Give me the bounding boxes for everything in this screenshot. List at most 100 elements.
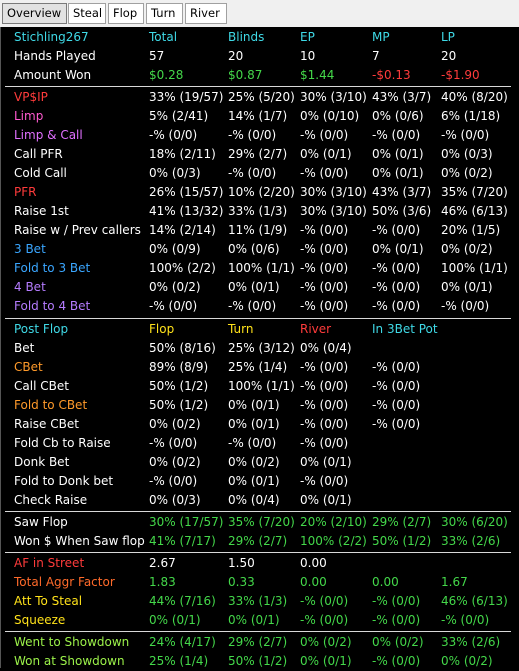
stat-row-raise-cbet: Raise CBet 0% (0/2) 0% (0/1) -% (0/0) -% (0/… [1, 415, 519, 434]
stat-value: -% (0/0) [228, 166, 277, 180]
stat-value: -% (0/0) [372, 398, 421, 412]
stat-label: Call PFR [14, 147, 63, 161]
stat-value: -% (0/0) [372, 379, 421, 393]
stat-value: 1.67 [441, 575, 468, 589]
stat-value: 20 [441, 49, 457, 63]
stat-row-att-to-steal: Att To Steal 44% (7/16) 33% (1/3) -% (0/0) -… [1, 592, 519, 611]
stat-label: Squeeze [14, 613, 66, 627]
stat-value: 0% (0/6) [228, 242, 280, 256]
stat-value: -% (0/0) [372, 654, 421, 668]
stat-value: 0% (0/1) [228, 417, 280, 431]
stat-row-limp-call: Limp & Call -% (0/0) -% (0/0) -% (0/0) -% (0… [1, 126, 519, 145]
stat-value: 0% (0/1) [300, 147, 352, 161]
stat-value: 33% (19/57) [149, 90, 224, 104]
stat-value: 18% (2/11) [149, 147, 216, 161]
stat-value: 50% (1/2) [149, 398, 209, 412]
stat-value: -% (0/0) [372, 360, 421, 374]
section-divider [5, 318, 511, 319]
stat-value: 100% (1/1) [228, 261, 295, 275]
stat-row-squeeze: Squeeze 0% (0/1) 0% (0/1) -% (0/0) -% (0/0) -… [1, 611, 519, 630]
tab-flop[interactable]: Flop [108, 3, 144, 24]
stat-value: -% (0/0) [228, 299, 277, 313]
col-total: Total [149, 30, 178, 44]
stat-row-fold-to-4-bet: Fold to 4 Bet -% (0/0) -% (0/0) -% (0/0) -% … [1, 297, 519, 316]
stat-value: 50% (3/6) [372, 204, 432, 218]
stat-value: -% (0/0) [300, 280, 349, 294]
stat-value: 26% (15/57) [149, 185, 224, 199]
stat-value: 25% (1/4) [228, 360, 288, 374]
stat-value: 89% (8/9) [149, 360, 209, 374]
stat-value: 24% (4/17) [149, 635, 216, 649]
stat-value: 25% (3/12) [228, 341, 295, 355]
stat-row-call-cbet: Call CBet 50% (1/2) 100% (1/1) -% (0/0) -% (… [1, 377, 519, 396]
stat-label: Bet [14, 341, 35, 355]
stat-label: Call CBet [14, 379, 69, 393]
stat-label: Amount Won [14, 68, 92, 82]
stat-value: 46% (6/13) [441, 594, 508, 608]
stat-value: 0% (0/1) [441, 280, 493, 294]
stat-value: $1.44 [300, 68, 335, 82]
stat-label: Check Raise [14, 493, 88, 507]
stat-value: -% (0/0) [372, 613, 421, 627]
stat-value: 0% (0/2) [372, 635, 424, 649]
stat-value: 30% (17/57) [149, 515, 224, 529]
stat-value: 10 [300, 49, 316, 63]
stat-row-cbet: CBet 89% (8/9) 25% (1/4) -% (0/0) -% (0/0) [1, 358, 519, 377]
tab-bar: Overview Steal Flop Turn River [0, 0, 519, 27]
stat-value: -% (0/0) [372, 280, 421, 294]
stat-value: 44% (7/16) [149, 594, 216, 608]
stat-row-bet: Bet 50% (8/16) 25% (3/12) 0% (0/4) [1, 339, 519, 358]
postflop-col-in-3bet-pot: In 3Bet Pot [372, 322, 438, 336]
stat-row-call-pfr: Call PFR 18% (2/11) 29% (2/7) 0% (0/1) 0% (0… [1, 145, 519, 164]
stat-value: -% (0/0) [300, 594, 349, 608]
col-ep: EP [300, 30, 315, 44]
stat-value: -% (0/0) [300, 166, 349, 180]
stat-value: -% (0/0) [372, 299, 421, 313]
stat-row-af-in-street: AF in Street 2.67 1.50 0.00 [1, 554, 519, 573]
stat-value: 0% (0/3) [441, 147, 493, 161]
tab-turn[interactable]: Turn [146, 3, 183, 24]
tab-steal[interactable]: Steal [68, 3, 106, 24]
stat-value: 0% (0/3) [149, 166, 201, 180]
stat-value: 25% (5/20) [228, 90, 295, 104]
tab-overview[interactable]: Overview [2, 3, 67, 24]
stat-value: -% (0/0) [372, 128, 421, 142]
stat-value: 7 [372, 49, 380, 63]
stat-value: $0.87 [228, 68, 263, 82]
stat-value: 43% (3/7) [372, 185, 432, 199]
stat-row-4-bet: 4 Bet 0% (0/2) 0% (0/1) -% (0/0) -% (0/0) 0% … [1, 278, 519, 297]
stat-value: -% (0/0) [372, 223, 421, 237]
stat-value: -$1.90 [441, 68, 480, 82]
stat-value: 0% (0/4) [300, 341, 352, 355]
stat-value: -% (0/0) [300, 261, 349, 275]
stat-value: 35% (7/20) [441, 185, 508, 199]
stat-value: 0% (0/2) [441, 166, 493, 180]
stat-value: 35% (7/20) [228, 515, 295, 529]
section-divider [5, 552, 511, 553]
stat-value: 0% (0/1) [228, 280, 280, 294]
stat-row-check-raise: Check Raise 0% (0/3) 0% (0/4) 0% (0/1) [1, 491, 519, 510]
stat-label: Raise w / Prev callers [14, 223, 141, 237]
stat-value: 0.00 [300, 575, 327, 589]
stat-value: 50% (8/16) [149, 341, 216, 355]
stat-value: -% (0/0) [300, 242, 349, 256]
stat-label: Saw Flop [14, 515, 68, 529]
col-lp: LP [441, 30, 455, 44]
postflop-header-row: Post Flop Flop Turn River In 3Bet Pot [1, 320, 519, 339]
stat-label: Won $ When Saw flop [14, 534, 145, 548]
stat-value: -% (0/0) [441, 613, 490, 627]
stat-value: 50% (1/2) [228, 654, 288, 668]
stat-value: 30% (3/10) [300, 185, 367, 199]
stat-value: 10% (2/20) [228, 185, 295, 199]
stat-value: 0% (0/2) [149, 280, 201, 294]
stat-value: 29% (2/7) [228, 635, 288, 649]
stat-label: AF in Street [14, 556, 85, 570]
tab-river[interactable]: River [185, 3, 227, 24]
stat-value: 0% (0/6) [372, 109, 424, 123]
stat-value: -% (0/0) [300, 223, 349, 237]
stat-value: -% (0/0) [372, 594, 421, 608]
stat-label: PFR [14, 185, 37, 199]
stat-value: -% (0/0) [149, 436, 198, 450]
stat-label: Fold to CBet [14, 398, 88, 412]
stat-row-vp-ip: VP$IP 33% (19/57) 25% (5/20) 30% (3/10) 43% … [1, 88, 519, 107]
